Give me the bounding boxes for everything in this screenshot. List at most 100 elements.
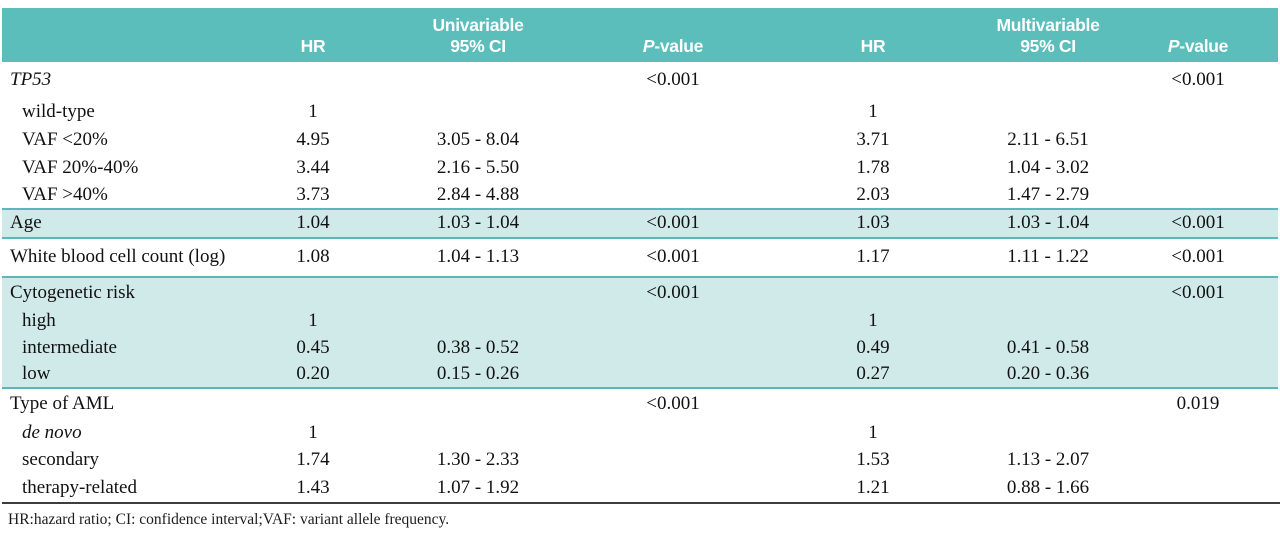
- row-label: Cytogenetic risk: [2, 276, 248, 308]
- table-row-de-novo: de novo 1 1: [2, 419, 1278, 447]
- cell-uni-pvalue: [578, 154, 768, 182]
- cell-multi-ci: [978, 98, 1118, 126]
- cell-multi-ci: [978, 387, 1118, 419]
- table-row-vaf-20-40: VAF 20%-40% 3.44 2.16 - 5.50 1.78 1.04 -…: [2, 154, 1278, 182]
- table-row-intermediate: intermediate 0.45 0.38 - 0.52 0.49 0.41 …: [2, 335, 1278, 361]
- row-label: White blood cell count (log): [2, 237, 248, 277]
- cell-multi-ci: 1.11 - 1.22: [978, 237, 1118, 277]
- cell-multi-pvalue: [1118, 98, 1278, 126]
- cell-multi-ci: 1.47 - 2.79: [1006, 183, 1090, 205]
- cell-multi-hr: 3.71: [856, 128, 890, 150]
- cell-multi-hr: [768, 387, 978, 419]
- cell-uni-ci: [378, 308, 578, 335]
- table-row-secondary: secondary 1.74 1.30 - 2.33 1.53 1.13 - 2…: [2, 447, 1278, 474]
- cell-uni-pvalue: [578, 419, 768, 447]
- cell-multi-ci: [978, 419, 1118, 447]
- cell-multi-pvalue: [1118, 419, 1278, 447]
- cell-uni-pvalue: [578, 308, 768, 335]
- cell-multi-hr: 0.27: [768, 361, 978, 388]
- cell-multi-pvalue: [1118, 182, 1278, 209]
- cell-uni-ci: 1.07 - 1.92: [436, 476, 520, 498]
- cell-uni-hr: [248, 62, 378, 98]
- row-label: Type of AML: [2, 387, 248, 419]
- table-row-age: Age 1.04 1.03 - 1.04 <0.001 1.03 1.03 - …: [2, 208, 1278, 238]
- cell-multi-pvalue: <0.001: [1118, 276, 1278, 308]
- row-label: secondary: [22, 449, 100, 471]
- row-label: therapy-related: [22, 476, 137, 498]
- cell-uni-pvalue: [578, 474, 768, 502]
- header-empty: [578, 8, 768, 35]
- table-row-vaf-lt20: VAF <20% 4.95 3.05 - 8.04 3.71 2.11 - 6.…: [2, 126, 1278, 154]
- cell-uni-ci: 0.15 - 0.26: [378, 361, 578, 388]
- table-row-tp53: TP53 <0.001 <0.001: [2, 62, 1278, 98]
- cell-multi-pvalue: [1118, 126, 1278, 154]
- cell-uni-ci: 1.04 - 1.13: [378, 237, 578, 277]
- cell-multi-pvalue: [1118, 308, 1278, 335]
- cell-uni-hr: 1.74: [296, 449, 330, 471]
- cell-uni-hr: 1.08: [248, 237, 378, 277]
- cell-uni-ci: [378, 276, 578, 308]
- header-group-univariable: Univariable: [378, 8, 578, 35]
- row-label: high: [2, 308, 248, 335]
- cell-uni-hr: 0.45: [248, 335, 378, 361]
- cell-uni-pvalue: [578, 335, 768, 361]
- cell-multi-hr: 0.49: [768, 335, 978, 361]
- cell-uni-ci: [378, 387, 578, 419]
- table-footnote: HR:hazard ratio; CI: confidence interval…: [2, 502, 1280, 529]
- cell-multi-ci: 0.20 - 0.36: [978, 361, 1118, 388]
- cell-uni-ci: [378, 419, 578, 447]
- cell-multi-hr: 1.21: [856, 476, 890, 498]
- table-row-wbc: White blood cell count (log) 1.08 1.04 -…: [2, 237, 1278, 277]
- cell-uni-hr: 3.73: [296, 183, 330, 205]
- cell-uni-ci: 0.38 - 0.52: [378, 335, 578, 361]
- cell-multi-pvalue: [1118, 361, 1278, 388]
- row-label: Age: [2, 208, 248, 238]
- row-label: VAF >40%: [22, 183, 108, 205]
- cell-multi-pvalue: [1118, 447, 1278, 474]
- cell-uni-pvalue: [578, 447, 768, 474]
- cell-uni-hr: 1: [248, 308, 378, 335]
- row-label: wild-type: [22, 100, 95, 122]
- cell-multi-ci: [978, 62, 1118, 98]
- cell-multi-hr: [768, 62, 978, 98]
- cell-multi-pvalue: <0.001: [1171, 68, 1225, 90]
- header-empty: [1118, 8, 1278, 35]
- header-column-row: HR 95% CI P-value HR 95% CI P-value: [2, 35, 1278, 62]
- cell-multi-hr: 1.17: [768, 237, 978, 277]
- cell-uni-ci: [378, 98, 578, 126]
- cell-uni-pvalue: [578, 98, 768, 126]
- cell-multi-ci: 1.13 - 2.07: [1006, 449, 1090, 471]
- table-row-type-of-aml: Type of AML <0.001 0.019: [2, 387, 1278, 419]
- cell-uni-pvalue: [578, 361, 768, 388]
- cell-multi-hr: 2.03: [856, 183, 890, 205]
- cell-uni-pvalue: <0.001: [578, 237, 768, 277]
- cell-uni-pvalue: <0.001: [578, 208, 768, 238]
- cell-uni-hr: 1: [308, 100, 318, 122]
- header-group-row: Univariable Multivariable: [2, 8, 1278, 35]
- header-group-multivariable: Multivariable: [978, 8, 1118, 35]
- cell-uni-pvalue: <0.001: [578, 387, 768, 419]
- header-empty: [248, 8, 378, 35]
- cell-multi-hr: 1.03: [768, 208, 978, 238]
- cell-uni-ci: 3.05 - 8.04: [436, 128, 520, 150]
- table-row-cytogenetic-risk: Cytogenetic risk <0.001 <0.001: [2, 276, 1278, 308]
- table-row-vaf-gt40: VAF >40% 3.73 2.84 - 4.88 2.03 1.47 - 2.…: [2, 182, 1278, 209]
- cell-multi-pvalue: <0.001: [1118, 237, 1278, 277]
- table-row-wild-type: wild-type 1 1: [2, 98, 1278, 126]
- header-uni-ci: 95% CI: [378, 35, 578, 62]
- cell-uni-ci: 2.16 - 5.50: [436, 156, 520, 178]
- header-multi-pvalue: P-value: [1118, 35, 1278, 62]
- cell-multi-ci: 2.11 - 6.51: [1007, 128, 1089, 150]
- cell-uni-hr: 1: [308, 421, 318, 443]
- table-header: Univariable Multivariable HR 95% CI P-va…: [2, 8, 1278, 62]
- cell-uni-hr: 4.95: [296, 128, 330, 150]
- p-rest: -value: [1179, 35, 1229, 56]
- cell-multi-pvalue: [1118, 335, 1278, 361]
- table-row-therapy-related: therapy-related 1.43 1.07 - 1.92 1.21 0.…: [2, 474, 1278, 502]
- row-label: VAF 20%-40%: [22, 156, 139, 178]
- row-label: VAF <20%: [22, 128, 108, 150]
- table-row-high: high 1 1: [2, 308, 1278, 335]
- cell-uni-hr: 0.20: [248, 361, 378, 388]
- cell-multi-hr: 1.78: [856, 156, 890, 178]
